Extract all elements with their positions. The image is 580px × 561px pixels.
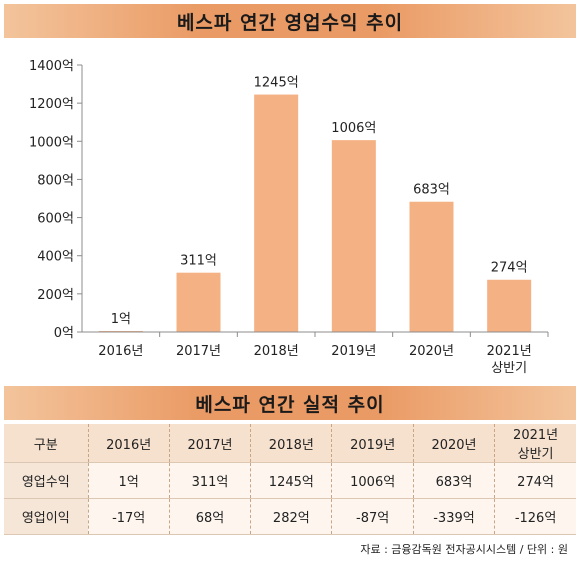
header-year-cell: 2019년 [331,424,414,463]
value-cell: -17억 [88,498,170,535]
y-tick-label: 1000억 [29,135,74,150]
header-year-cell: 2020년 [413,424,496,463]
table-row: 영업수익 1억 311억 1245억 1006억 683억 274억 [4,462,576,499]
bar [331,140,376,332]
data-label: 1억 [111,312,131,327]
bars: 1억 311억 1245억 1006억 683억 274억 [98,76,532,332]
x-tick-label: 2020년 [409,344,454,359]
y-tick-label: 800억 [37,173,74,188]
x-tick-label: 2018년 [254,344,299,359]
row-label-cell: 영업이익 [4,498,89,535]
bar [176,272,221,332]
y-tick-label: 200억 [37,288,74,303]
x-tick-label: 2019년 [331,344,376,359]
value-cell: -339억 [413,498,496,535]
data-label: 683억 [413,183,450,198]
value-cell: 274억 [494,462,576,499]
value-cell: 282억 [250,498,333,535]
y-tick-label: 1400억 [29,59,74,74]
data-label: 1245억 [254,76,299,91]
source-note: 자료 : 금융감독원 전자공시시스템 / 단위 : 원 [360,543,568,556]
y-tick-label: 600억 [37,212,74,227]
value-cell: 1245억 [250,462,333,499]
data-label: 311억 [180,254,217,269]
value-cell: -126억 [494,498,576,535]
bar [254,94,299,332]
y-axis: 0억 200억 400억 600억 800억 1000억 1200억 1400억 [29,59,83,341]
header-year-cell: 2016년 [88,424,170,463]
y-tick-label: 1200억 [29,97,74,112]
results-table: 구분 2016년 2017년 2018년 2019년 2020년 2021년 상반기 영업수익 1… [4,424,576,535]
value-cell: -87억 [331,498,414,535]
y-tick-label: 0억 [54,326,74,341]
table-row: 영업이익 -17억 68억 282억 -87억 -339억 -126억 [4,498,576,535]
table-header-row: 구분 2016년 2017년 2018년 2019년 2020년 2021년 상반기 [4,424,576,463]
bar [409,201,454,332]
header-year-cell: 2017년 [169,424,252,463]
value-cell: 1006억 [331,462,414,499]
header-year-cell: 2021년 상반기 [494,424,576,463]
header-label-cell: 구분 [4,424,89,463]
value-cell: 68억 [169,498,252,535]
header-year-cell: 2018년 [250,424,333,463]
data-label: 274억 [491,261,528,276]
y-tick-label: 400억 [37,250,74,265]
bar [487,279,532,332]
table-title: 베스파 연간 실적 추이 [4,386,576,420]
chart-title: 베스파 연간 영업수익 추이 [4,4,576,38]
value-cell: 311억 [169,462,252,499]
x-tick-label: 2016년 [98,344,143,359]
data-label: 1006억 [331,121,376,136]
x-tick-label: 상반기 [491,361,527,376]
value-cell: 1억 [88,462,170,499]
x-tick-label: 2017년 [176,344,221,359]
value-cell: 683억 [413,462,496,499]
row-label-cell: 영업수익 [4,462,89,499]
bar-chart: 0억 200억 400억 600억 800억 1000억 1200억 1400억 1억 311억… [29,59,549,376]
x-tick-label: 2021년 [487,344,532,359]
